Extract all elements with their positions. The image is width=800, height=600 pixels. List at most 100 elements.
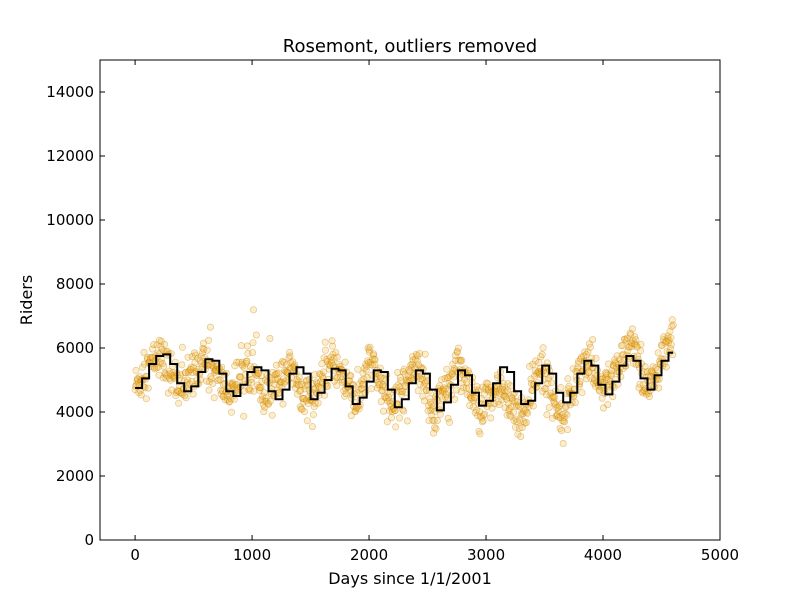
scatter-point bbox=[504, 380, 512, 388]
scatter-point bbox=[506, 382, 514, 390]
scatter-point bbox=[523, 408, 531, 416]
scatter-point bbox=[329, 350, 337, 358]
scatter-point bbox=[628, 325, 636, 333]
scatter-point bbox=[510, 408, 518, 416]
scatter-point bbox=[449, 367, 457, 375]
scatter-point bbox=[323, 355, 331, 363]
scatter-point bbox=[405, 366, 413, 374]
scatter-point bbox=[370, 355, 378, 363]
scatter-point bbox=[408, 360, 416, 368]
scatter-point bbox=[323, 357, 331, 365]
scatter-point bbox=[314, 399, 322, 407]
scatter-point bbox=[394, 381, 402, 389]
scatter-point bbox=[333, 353, 341, 361]
scatter-point bbox=[627, 339, 635, 347]
scatter-point bbox=[580, 352, 588, 360]
scatter-point bbox=[609, 361, 617, 369]
scatter-point bbox=[512, 415, 520, 423]
x-tick-label: 5000 bbox=[701, 546, 739, 564]
scatter-point bbox=[384, 397, 392, 405]
scatter-point bbox=[386, 407, 394, 415]
scatter-point bbox=[364, 344, 372, 352]
scatter-point bbox=[451, 395, 459, 403]
scatter-point bbox=[448, 370, 456, 378]
scatter-point bbox=[273, 375, 281, 383]
scatter-point bbox=[376, 381, 384, 389]
scatter-point bbox=[293, 390, 301, 398]
scatter-point bbox=[144, 384, 152, 392]
scatter-point bbox=[548, 414, 556, 422]
scatter-point bbox=[168, 386, 176, 394]
scatter-point bbox=[272, 361, 280, 369]
scatter-point bbox=[424, 407, 432, 415]
scatter-point bbox=[549, 393, 557, 401]
scatter-point bbox=[497, 387, 505, 395]
scatter-point bbox=[426, 394, 434, 402]
scatter-point bbox=[189, 368, 197, 376]
scatter-point bbox=[529, 402, 537, 410]
scatter-point bbox=[419, 392, 427, 400]
scatter-point bbox=[302, 396, 310, 404]
scatter-point bbox=[616, 355, 624, 363]
scatter-point bbox=[165, 367, 173, 375]
scatter-point bbox=[268, 411, 276, 419]
scatter-point bbox=[649, 363, 657, 371]
x-tick-label: 1000 bbox=[233, 546, 271, 564]
scatter-point bbox=[327, 357, 335, 365]
y-axis-label: Riders bbox=[17, 275, 36, 325]
scatter-point bbox=[259, 392, 267, 400]
scatter-point bbox=[529, 360, 537, 368]
scatter-point bbox=[255, 383, 263, 391]
scatter-point bbox=[387, 414, 395, 422]
scatter-point bbox=[557, 426, 565, 434]
scatter-point bbox=[498, 383, 506, 391]
scatter-point bbox=[314, 380, 322, 388]
scatter-point bbox=[392, 423, 400, 431]
scatter-point bbox=[383, 418, 391, 426]
scatter-point bbox=[542, 384, 550, 392]
scatter-point bbox=[553, 404, 561, 412]
scatter-point bbox=[463, 378, 471, 386]
scatter-point bbox=[279, 375, 287, 383]
scatter-point bbox=[501, 404, 509, 412]
scatter-point bbox=[553, 412, 561, 420]
scatter-point bbox=[505, 407, 513, 415]
scatter-point bbox=[206, 360, 214, 368]
scatter-point bbox=[665, 336, 673, 344]
scatter-point bbox=[357, 385, 365, 393]
scatter-point bbox=[164, 389, 172, 397]
scatter-point bbox=[377, 374, 385, 382]
scatter-point bbox=[246, 387, 254, 395]
scatter-point bbox=[235, 358, 243, 366]
scatter-point bbox=[440, 384, 448, 392]
scatter-point bbox=[238, 358, 246, 366]
scatter-point bbox=[478, 414, 486, 422]
scatter-point bbox=[425, 417, 433, 425]
scatter-point bbox=[189, 390, 197, 398]
scatter-point bbox=[517, 432, 525, 440]
scatter-point bbox=[192, 351, 200, 359]
scatter-point bbox=[409, 353, 417, 361]
scatter-point bbox=[571, 398, 579, 406]
scatter-point bbox=[583, 375, 591, 383]
scatter-point bbox=[292, 384, 300, 392]
scatter-point bbox=[275, 369, 283, 377]
scatter-point bbox=[478, 418, 486, 426]
scatter-point bbox=[220, 392, 228, 400]
scatter-point bbox=[135, 389, 143, 397]
scatter-point bbox=[272, 370, 280, 378]
scatter-point bbox=[214, 376, 222, 384]
scatter-point bbox=[500, 392, 508, 400]
scatter-point bbox=[511, 397, 519, 405]
scatter-point bbox=[631, 340, 639, 348]
scatter-point bbox=[373, 384, 381, 392]
scatter-point bbox=[253, 371, 261, 379]
scatter-point bbox=[303, 417, 311, 425]
y-tick-label: 12000 bbox=[46, 147, 94, 165]
scatter-point bbox=[666, 327, 674, 335]
scatter-point bbox=[378, 387, 386, 395]
scatter-point bbox=[652, 364, 660, 372]
scatter-point bbox=[418, 375, 426, 383]
scatter-point bbox=[324, 382, 332, 390]
scatter-point bbox=[385, 397, 393, 405]
